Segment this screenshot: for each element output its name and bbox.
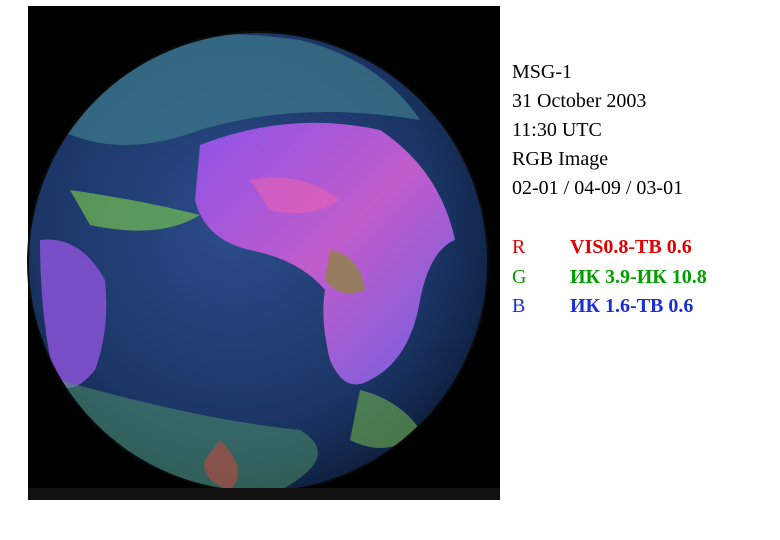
info-line: 02-01 / 04-09 / 03-01 [512,177,684,199]
channel-formula: ИК 3.9-ИК 10.8 [570,265,707,288]
channel-letter: B [512,295,526,317]
channel-formula: VIS0.8-TB 0.6 [570,236,692,258]
info-line: 11:30 UTC [512,119,602,141]
channel-letter: G [512,265,527,288]
info-line: MSG-1 [512,61,573,83]
channel-formula: ИК 1.6-TB 0.6 [570,295,694,317]
channel-letter: R [512,236,526,258]
info-line: RGB Image [512,148,609,170]
image-info: MSG-1 31 October 2003 11:30 UTC RGB Image 02… [512,58,683,203]
info-line: 31 October 2003 [512,90,647,112]
